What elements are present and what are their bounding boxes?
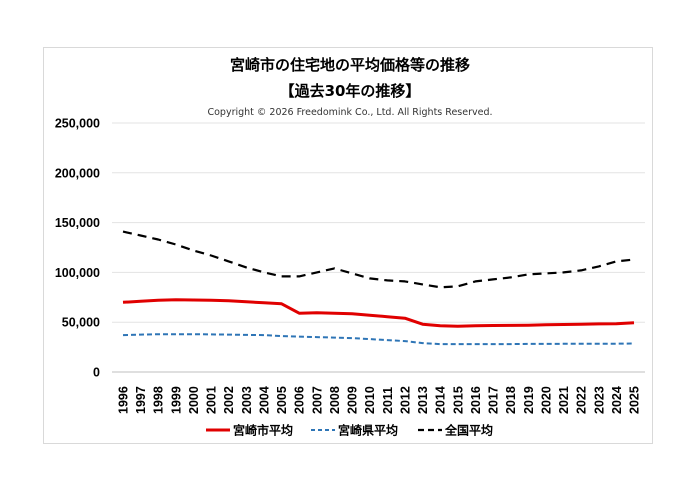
x-tick-label: 2006 — [293, 386, 307, 414]
x-tick-label: 2001 — [205, 386, 219, 414]
y-tick-label: 100,000 — [55, 266, 100, 280]
x-tick-label: 2017 — [487, 386, 501, 414]
x-tick-label: 2013 — [416, 386, 430, 414]
chart-frame — [43, 47, 653, 444]
series-line-1 — [122, 333, 635, 346]
y-tick-label: 50,000 — [62, 316, 100, 330]
x-tick-label: 2004 — [257, 386, 271, 414]
chart-subtitle: 【過去30年の推移】 — [279, 82, 421, 100]
x-tick-label: 2002 — [222, 386, 236, 414]
y-tick-label: 200,000 — [55, 166, 100, 180]
series-line-0 — [122, 298, 635, 328]
x-tick-label: 2015 — [451, 386, 465, 414]
x-tick-label: 2025 — [628, 386, 642, 414]
x-tick-label: 1996 — [117, 386, 131, 414]
legend-label: 宮崎県平均 — [338, 423, 398, 438]
x-tick-label: 2019 — [522, 386, 536, 414]
series-line-2 — [122, 230, 635, 289]
x-tick-label: 2011 — [381, 387, 395, 414]
x-tick-label: 2007 — [310, 386, 324, 414]
x-tick-label: 2022 — [575, 386, 589, 414]
x-tick-label: 2003 — [240, 386, 254, 414]
x-tick-label: 2016 — [469, 386, 483, 414]
legend-label: 全国平均 — [444, 423, 493, 438]
x-tick-label: 2014 — [434, 386, 448, 414]
x-tick-label: 2005 — [275, 386, 289, 414]
y-tick-label: 0 — [93, 366, 100, 380]
x-tick-label: 1998 — [152, 386, 166, 414]
x-tick-label: 1999 — [169, 386, 183, 414]
x-tick-label: 2010 — [363, 386, 377, 414]
x-tick-label: 2009 — [346, 386, 360, 414]
x-tick-label: 2024 — [610, 386, 624, 414]
x-tick-label: 2018 — [504, 386, 518, 414]
x-tick-label: 2021 — [557, 386, 571, 414]
y-tick-label: 150,000 — [55, 216, 100, 230]
chart-title: 宮崎市の住宅地の平均価格等の推移 — [229, 56, 470, 74]
legend-label: 宮崎市平均 — [233, 423, 293, 438]
x-tick-label: 2020 — [539, 386, 553, 414]
x-tick-label: 2008 — [328, 386, 342, 414]
x-tick-label: 1997 — [134, 386, 148, 414]
copyright-notice: Copyright © 2026 Freedomink Co., Ltd. Al… — [207, 107, 493, 118]
y-tick-label: 250,000 — [55, 117, 100, 131]
x-tick-label: 2023 — [592, 386, 606, 414]
x-tick-label: 2000 — [187, 386, 201, 414]
x-tick-label: 2012 — [398, 386, 412, 414]
